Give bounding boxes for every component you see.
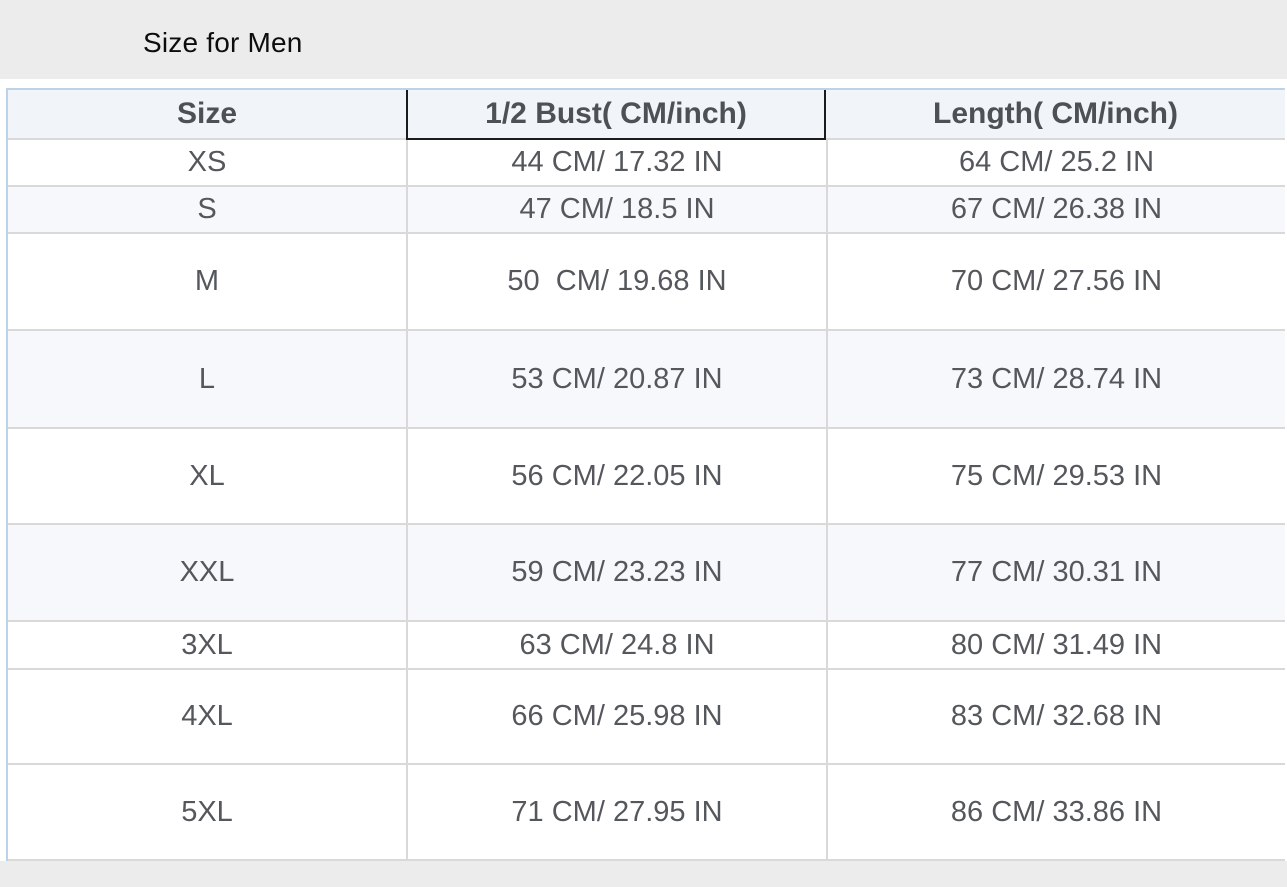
table-row: S 47 CM/ 18.5 IN 67 CM/ 26.38 IN	[8, 187, 1285, 234]
column-header-size: Size	[8, 90, 406, 140]
length-cell: 83 CM/ 32.68 IN	[826, 670, 1285, 765]
size-chart-frame: Size 1/2 Bust( CM/inch) Length( CM/inch)…	[6, 88, 1285, 861]
bust-cell: 50 CM/ 19.68 IN	[406, 234, 826, 331]
size-cell: 3XL	[8, 622, 406, 670]
size-chart-table: Size 1/2 Bust( CM/inch) Length( CM/inch)…	[8, 90, 1285, 861]
column-header-bust: 1/2 Bust( CM/inch)	[406, 90, 826, 140]
table-row: 5XL 71 CM/ 27.95 IN 86 CM/ 33.86 IN	[8, 765, 1285, 861]
column-header-length: Length( CM/inch)	[826, 90, 1285, 140]
table-row: L 53 CM/ 20.87 IN 73 CM/ 28.74 IN	[8, 331, 1285, 429]
bust-cell: 56 CM/ 22.05 IN	[406, 429, 826, 525]
size-cell: XS	[8, 140, 406, 187]
bust-cell: 59 CM/ 23.23 IN	[406, 525, 826, 622]
size-cell: S	[8, 187, 406, 234]
length-cell: 75 CM/ 29.53 IN	[826, 429, 1285, 525]
bust-cell: 47 CM/ 18.5 IN	[406, 187, 826, 234]
table-row: XL 56 CM/ 22.05 IN 75 CM/ 29.53 IN	[8, 429, 1285, 525]
table-row: XXL 59 CM/ 23.23 IN 77 CM/ 30.31 IN	[8, 525, 1285, 622]
bust-cell: 71 CM/ 27.95 IN	[406, 765, 826, 861]
header-row: Size 1/2 Bust( CM/inch) Length( CM/inch)	[8, 90, 1285, 140]
bust-cell: 66 CM/ 25.98 IN	[406, 670, 826, 765]
length-cell: 67 CM/ 26.38 IN	[826, 187, 1285, 234]
size-cell: XXL	[8, 525, 406, 622]
bust-cell: 53 CM/ 20.87 IN	[406, 331, 826, 429]
table-row: M 50 CM/ 19.68 IN 70 CM/ 27.56 IN	[8, 234, 1285, 331]
table-row: XS 44 CM/ 17.32 IN 64 CM/ 25.2 IN	[8, 140, 1285, 187]
length-cell: 64 CM/ 25.2 IN	[826, 140, 1285, 187]
size-cell: XL	[8, 429, 406, 525]
table-row: 3XL 63 CM/ 24.8 IN 80 CM/ 31.49 IN	[8, 622, 1285, 670]
page-title: Size for Men	[143, 26, 303, 58]
size-cell: M	[8, 234, 406, 331]
bust-cell: 63 CM/ 24.8 IN	[406, 622, 826, 670]
length-cell: 80 CM/ 31.49 IN	[826, 622, 1285, 670]
length-cell: 73 CM/ 28.74 IN	[826, 331, 1285, 429]
bottom-band	[0, 861, 1287, 887]
bust-cell: 44 CM/ 17.32 IN	[406, 140, 826, 187]
size-cell: 4XL	[8, 670, 406, 765]
length-cell: 86 CM/ 33.86 IN	[826, 765, 1285, 861]
size-cell: 5XL	[8, 765, 406, 861]
size-cell: L	[8, 331, 406, 429]
title-band: Size for Men	[0, 0, 1287, 79]
length-cell: 77 CM/ 30.31 IN	[826, 525, 1285, 622]
length-cell: 70 CM/ 27.56 IN	[826, 234, 1285, 331]
size-chart-area: Size 1/2 Bust( CM/inch) Length( CM/inch)…	[0, 79, 1287, 861]
table-row: 4XL 66 CM/ 25.98 IN 83 CM/ 32.68 IN	[8, 670, 1285, 765]
